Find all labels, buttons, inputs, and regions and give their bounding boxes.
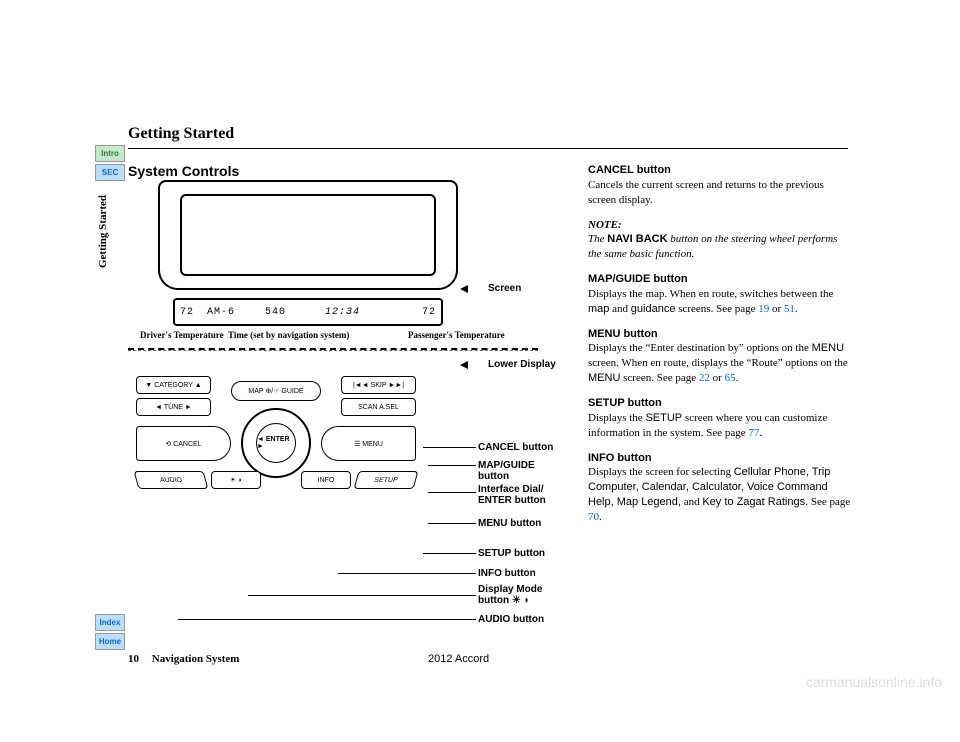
t: SETUP [645, 412, 682, 424]
t: MENU [812, 342, 844, 354]
figure-area: 72 AM-6 540 12:34 72 Driver's Temperatur… [128, 180, 568, 586]
leader-line [423, 553, 476, 554]
para-menu: MENU button Displays the “Enter destinat… [588, 327, 853, 386]
leader-line [423, 447, 476, 448]
scan-asel-button: SCAN A.SEL [341, 398, 416, 416]
callout-lower-display: Lower Display [488, 359, 556, 370]
chapter-title: Getting Started [128, 125, 234, 143]
page-link-70[interactable]: 70 [588, 511, 599, 523]
right-column: CANCEL button Cancels the current screen… [588, 163, 853, 535]
para-note: NOTE: The NAVI BACK button on the steeri… [588, 218, 853, 263]
para-setup: SETUP button Displays the SETUP screen w… [588, 396, 853, 441]
heading-mapguide: MAP/GUIDE button [588, 273, 688, 285]
time-label: Time (set by navigation system) [228, 330, 349, 340]
leader-line [428, 465, 476, 466]
sidebar-vertical-label: Getting Started [97, 195, 109, 268]
callout-interface: Interface Dial/ ENTER button [478, 484, 546, 506]
callout-menu: MENU button [478, 518, 541, 529]
para-info: INFO button Displays the screen for sele… [588, 451, 853, 525]
leader-line [338, 573, 476, 574]
t: or [710, 372, 725, 384]
page-footer: 10 Navigation System 2012 Accord [128, 653, 848, 665]
t: See page [808, 496, 850, 508]
nav-screen-bezel [158, 180, 458, 290]
heading-menu: MENU button [588, 328, 658, 340]
t: . [736, 372, 739, 384]
t: . [795, 303, 798, 315]
callout-display-mode: Display Mode button ☀ ◗ [478, 584, 542, 606]
t: guidance [631, 303, 676, 315]
page-content: Getting Started System Controls 72 AM-6 … [120, 130, 860, 670]
footer-title: Navigation System [152, 653, 240, 665]
t: Displays the [588, 412, 645, 424]
t: or [769, 303, 784, 315]
note-label: NOTE: [588, 219, 622, 231]
t: Displays the screen for selecting [588, 466, 734, 478]
watermark: carmanualsonline.info [806, 674, 942, 690]
leader-line [178, 619, 476, 620]
heading-info: INFO button [588, 452, 652, 464]
driver-temp-value: 72 [180, 307, 194, 318]
heading-cancel: CANCEL button [588, 164, 671, 176]
menu-button: ☰ MENU [321, 426, 416, 461]
category-button: ▼ CATEGORY ▲ [136, 376, 211, 394]
t: Displays the map. When en route, switche… [588, 288, 833, 300]
text-cancel-desc: Cancels the current screen and returns t… [588, 179, 824, 206]
radio-freq: 540 [265, 307, 286, 318]
para-mapguide: MAP/GUIDE button Displays the map. When … [588, 272, 853, 317]
radio-band: AM-6 [207, 307, 235, 318]
t: and [681, 496, 702, 508]
tune-button: ◄ TUNE ► [136, 398, 211, 416]
leader-line [428, 523, 476, 524]
page-number: 10 [128, 653, 139, 665]
passenger-temp-label: Passenger's Temperature [408, 330, 505, 340]
t: Key to Zagat Ratings. [702, 496, 808, 508]
page-link-19[interactable]: 19 [758, 303, 769, 315]
enter-button: ◄ ENTER ► [256, 423, 296, 463]
callout-audio: AUDIO button [478, 614, 544, 625]
t: map [588, 303, 609, 315]
page-link-77[interactable]: 77 [748, 427, 759, 439]
t: screens. See page [675, 303, 758, 315]
t: and [609, 303, 630, 315]
page-link-51[interactable]: 51 [784, 303, 795, 315]
map-guide-button: MAP ⊕/☞ GUIDE [231, 381, 321, 401]
leader-line [248, 595, 476, 596]
passenger-temp-value: 72 [422, 307, 436, 318]
footer-year: 2012 Accord [428, 653, 489, 665]
callout-screen: Screen [488, 283, 521, 294]
t: screen. See page [620, 372, 699, 384]
para-cancel: CANCEL button Cancels the current screen… [588, 163, 853, 208]
cancel-button: ⟲ CANCEL [136, 426, 231, 461]
t: MENU [588, 372, 620, 384]
dash-divider [128, 348, 538, 351]
info-button: INFO [301, 471, 351, 489]
callout-info: INFO button [478, 568, 536, 579]
callout-mapguide: MAP/GUIDE button [478, 460, 568, 482]
clock-value: 12:34 [325, 307, 360, 318]
callout-cancel: CANCEL button [478, 442, 553, 453]
note-pre: The [588, 233, 607, 245]
arrow-icon [460, 285, 468, 293]
leader-line [428, 492, 476, 493]
t: Displays the “Enter destination by” opti… [588, 342, 812, 354]
heading-setup: SETUP button [588, 397, 662, 409]
callout-setup: SETUP button [478, 548, 545, 559]
arrow-icon [460, 361, 468, 369]
display-mode-button: ☀ ◗ [211, 471, 261, 489]
note-btn-name: NAVI BACK [607, 233, 667, 245]
section-title: System Controls [128, 163, 239, 179]
nav-screen [180, 194, 436, 276]
skip-button: |◄◄ SKIP ►►| [341, 376, 416, 394]
title-rule [128, 148, 848, 149]
t: screen. When en route, displays the “Rou… [588, 357, 848, 369]
setup-button: SETUP [354, 471, 419, 489]
lower-display: 72 AM-6 540 12:34 72 [173, 298, 443, 326]
t: . [599, 511, 602, 523]
audio-button: AUDIO [134, 471, 209, 489]
page-link-65[interactable]: 65 [725, 372, 736, 384]
driver-temp-label: Driver's Temperature [140, 330, 224, 340]
page-link-22[interactable]: 22 [699, 372, 710, 384]
t: . [759, 427, 762, 439]
